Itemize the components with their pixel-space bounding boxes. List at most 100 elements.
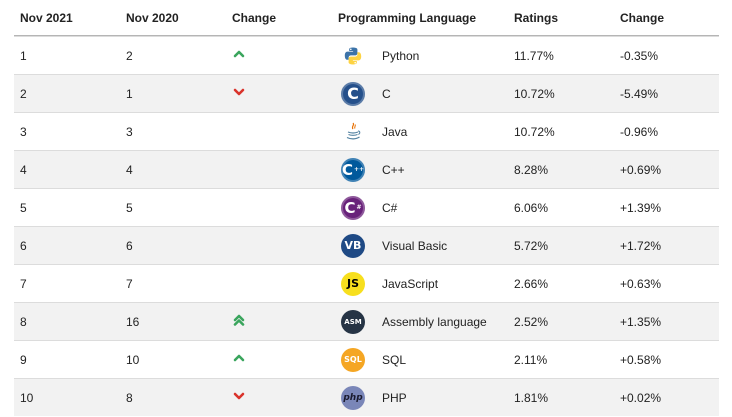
php-logo-icon: php bbox=[341, 385, 365, 410]
rating-value: 6.06% bbox=[514, 200, 549, 215]
c-logo-icon: C bbox=[341, 81, 365, 106]
rating-change-value: +1.72% bbox=[620, 238, 662, 253]
language-cell: VB Visual Basic bbox=[338, 233, 514, 258]
rating-value: 2.66% bbox=[514, 276, 549, 291]
table-row: 6 6 VB Visual Basic 5.72% +1.72% bbox=[14, 226, 719, 264]
language-name: Java bbox=[382, 124, 408, 139]
rank-current: 10 bbox=[20, 390, 34, 405]
header-ratings[interactable]: Ratings bbox=[514, 10, 559, 25]
table-row: 10 8 php PHP 1.81% +0.02% bbox=[14, 378, 719, 416]
language-cell: SQL SQL bbox=[338, 347, 514, 372]
header-nov-2021[interactable]: Nov 2021 bbox=[20, 10, 73, 25]
table-row: 9 10 SQL SQL 2.11% +0.58% bbox=[14, 340, 719, 378]
rating-value: 2.11% bbox=[514, 352, 548, 367]
rank-current: 3 bbox=[20, 124, 27, 139]
rating-change-value: -0.35% bbox=[620, 48, 659, 63]
rating-change-value: +0.69% bbox=[620, 162, 662, 177]
language-cell: JS JavaScript bbox=[338, 271, 514, 296]
tiobe-ranking-table: Nov 2021 Nov 2020 Change Programming Lan… bbox=[14, 0, 719, 416]
rank-previous: 4 bbox=[126, 162, 133, 177]
header-nov-2020[interactable]: Nov 2020 bbox=[126, 10, 179, 25]
language-name: C bbox=[382, 86, 391, 101]
rank-previous: 10 bbox=[126, 352, 140, 367]
header-programming-language[interactable]: Programming Language bbox=[338, 10, 477, 25]
rating-change-value: +0.02% bbox=[620, 390, 662, 405]
language-name: SQL bbox=[382, 352, 407, 367]
rating-change-value: +0.63% bbox=[620, 276, 662, 291]
language-cell: ASM Assembly language bbox=[338, 309, 514, 334]
language-cell: Java bbox=[338, 120, 514, 144]
logo-text: JS bbox=[346, 277, 359, 290]
rating-value: 1.81% bbox=[514, 390, 549, 405]
language-name: PHP bbox=[382, 390, 407, 405]
chevron-up-icon bbox=[232, 352, 246, 364]
rating-change-value: +1.35% bbox=[620, 314, 662, 329]
chevron-down-icon bbox=[232, 390, 246, 402]
rank-change bbox=[232, 390, 338, 405]
header-ratings-change[interactable]: Change bbox=[620, 10, 665, 25]
table-row: 4 4 C ++ C++ 8.28% +0.69% bbox=[14, 150, 719, 188]
language-name: Visual Basic bbox=[382, 238, 448, 253]
rating-change-value: -5.49% bbox=[620, 86, 659, 101]
language-cell: C # C# bbox=[338, 195, 514, 220]
rating-value: 8.28% bbox=[514, 162, 549, 177]
language-name: Assembly language bbox=[382, 314, 487, 329]
rank-current: 1 bbox=[20, 48, 27, 63]
table-row: 1 2 Python 11.77% -0.35% bbox=[14, 36, 719, 74]
rating-value: 10.72% bbox=[514, 124, 555, 139]
js-logo-icon: JS bbox=[341, 271, 365, 296]
rating-change-value: +0.58% bbox=[620, 352, 662, 367]
logo-text: VB bbox=[344, 239, 362, 252]
rank-current: 8 bbox=[20, 314, 27, 329]
rank-current: 7 bbox=[20, 276, 27, 291]
logo-suffix-glyph: # bbox=[356, 204, 362, 211]
rating-change-value: -0.96% bbox=[620, 124, 659, 139]
logo-text: ASM bbox=[344, 317, 362, 326]
rank-current: 9 bbox=[20, 352, 27, 367]
rank-change bbox=[232, 352, 338, 367]
rank-previous: 8 bbox=[126, 390, 133, 405]
sql-logo-icon: SQL bbox=[341, 347, 365, 372]
rank-current: 2 bbox=[20, 86, 27, 101]
table-row: 7 7 JS JavaScript 2.66% +0.63% bbox=[14, 264, 719, 302]
language-cell: C ++ C++ bbox=[338, 157, 514, 182]
rank-previous: 2 bbox=[126, 48, 133, 63]
table-row: 8 16 ASM Assembly language 2.52% +1.35% bbox=[14, 302, 719, 340]
python-logo-icon bbox=[341, 44, 365, 68]
rank-previous: 6 bbox=[126, 238, 133, 253]
logo-text: C bbox=[341, 160, 353, 179]
chevron-down-icon bbox=[232, 86, 246, 98]
rank-previous: 16 bbox=[126, 314, 140, 329]
rating-value: 11.77% bbox=[514, 48, 554, 63]
asm-logo-icon: ASM bbox=[341, 309, 365, 334]
language-name: JavaScript bbox=[382, 276, 439, 291]
language-name: C++ bbox=[382, 162, 405, 177]
table-header: Nov 2021 Nov 2020 Change Programming Lan… bbox=[14, 0, 719, 36]
rank-previous: 3 bbox=[126, 124, 133, 139]
rank-current: 6 bbox=[20, 238, 27, 253]
rank-change bbox=[232, 48, 338, 63]
rank-current: 5 bbox=[20, 200, 27, 215]
language-name: Python bbox=[382, 48, 420, 63]
vb-logo-icon: VB bbox=[341, 233, 365, 258]
logo-text: C bbox=[347, 84, 359, 103]
rank-change bbox=[232, 86, 338, 101]
rank-previous: 7 bbox=[126, 276, 133, 291]
table-row: 3 3 Java 10.72% -0.96% bbox=[14, 112, 719, 150]
table-row: 2 1 C C 10.72% -5.49% bbox=[14, 74, 719, 112]
logo-text: php bbox=[343, 392, 363, 403]
java-logo-icon bbox=[341, 120, 365, 144]
csharp-logo-icon: C # bbox=[341, 195, 365, 220]
rating-value: 10.72% bbox=[514, 86, 555, 101]
language-name: C# bbox=[382, 200, 398, 215]
rating-change-value: +1.39% bbox=[620, 200, 662, 215]
rating-value: 5.72% bbox=[514, 238, 549, 253]
header-change[interactable]: Change bbox=[232, 10, 277, 25]
logo-suffix-glyph: ++ bbox=[353, 166, 365, 173]
chevron-up-icon bbox=[232, 48, 246, 60]
cpp-logo-icon: C ++ bbox=[341, 157, 365, 182]
rank-change bbox=[232, 314, 338, 329]
rank-previous: 5 bbox=[126, 200, 133, 215]
table-body: 1 2 Python 11.77% -0.35% 2 1 C C 10.72% -5.49% 3 3 Ja… bbox=[14, 36, 719, 416]
